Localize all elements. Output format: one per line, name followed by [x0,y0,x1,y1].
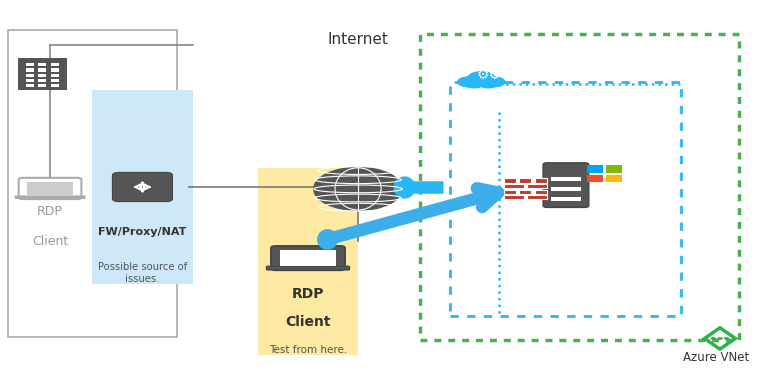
FancyBboxPatch shape [266,266,350,270]
FancyBboxPatch shape [462,82,501,84]
FancyBboxPatch shape [527,195,547,199]
FancyBboxPatch shape [543,163,589,208]
Polygon shape [51,63,59,66]
FancyBboxPatch shape [280,250,336,266]
Text: Client: Client [285,315,331,329]
FancyBboxPatch shape [271,246,345,270]
Text: FW/Proxy/NAT: FW/Proxy/NAT [99,227,186,237]
Polygon shape [18,58,67,90]
Polygon shape [26,63,34,66]
FancyBboxPatch shape [504,190,516,194]
FancyBboxPatch shape [8,30,177,337]
Polygon shape [26,84,34,87]
Circle shape [478,79,498,89]
Polygon shape [606,165,622,173]
Polygon shape [26,74,34,77]
FancyBboxPatch shape [534,178,547,183]
Polygon shape [606,175,622,183]
FancyBboxPatch shape [258,168,358,355]
Circle shape [482,76,505,88]
Polygon shape [38,74,46,77]
Polygon shape [38,84,46,87]
Polygon shape [38,79,46,82]
Text: Internet: Internet [327,32,389,47]
Polygon shape [587,175,603,183]
Polygon shape [51,84,59,87]
FancyBboxPatch shape [504,184,524,188]
Text: Client: Client [32,235,69,248]
FancyBboxPatch shape [92,90,192,284]
Circle shape [717,337,723,340]
FancyBboxPatch shape [519,190,531,194]
Circle shape [711,337,716,340]
Polygon shape [51,79,59,82]
FancyBboxPatch shape [551,197,581,201]
FancyBboxPatch shape [527,184,547,188]
FancyBboxPatch shape [15,196,85,199]
FancyBboxPatch shape [18,178,82,199]
Polygon shape [26,79,34,82]
Text: RDP: RDP [292,286,324,301]
Text: Possible source of
issues.: Possible source of issues. [98,262,187,284]
FancyBboxPatch shape [534,190,547,194]
Polygon shape [38,63,46,66]
Text: Azure VNet: Azure VNet [683,351,749,364]
Polygon shape [26,68,34,71]
Polygon shape [38,68,46,71]
FancyBboxPatch shape [504,195,524,199]
Text: ⚙⚙: ⚙⚙ [477,68,501,82]
FancyBboxPatch shape [27,182,73,195]
Polygon shape [51,68,59,71]
Circle shape [464,79,484,89]
Circle shape [314,168,403,210]
FancyBboxPatch shape [519,178,531,183]
Text: RDP: RDP [37,205,63,218]
Circle shape [467,71,495,85]
FancyBboxPatch shape [551,187,581,191]
Polygon shape [51,74,59,77]
FancyBboxPatch shape [551,177,581,181]
Circle shape [457,76,480,88]
Polygon shape [587,165,603,173]
Circle shape [724,337,729,340]
FancyBboxPatch shape [112,172,172,202]
FancyBboxPatch shape [504,178,516,183]
Text: Test from here.: Test from here. [269,345,347,355]
